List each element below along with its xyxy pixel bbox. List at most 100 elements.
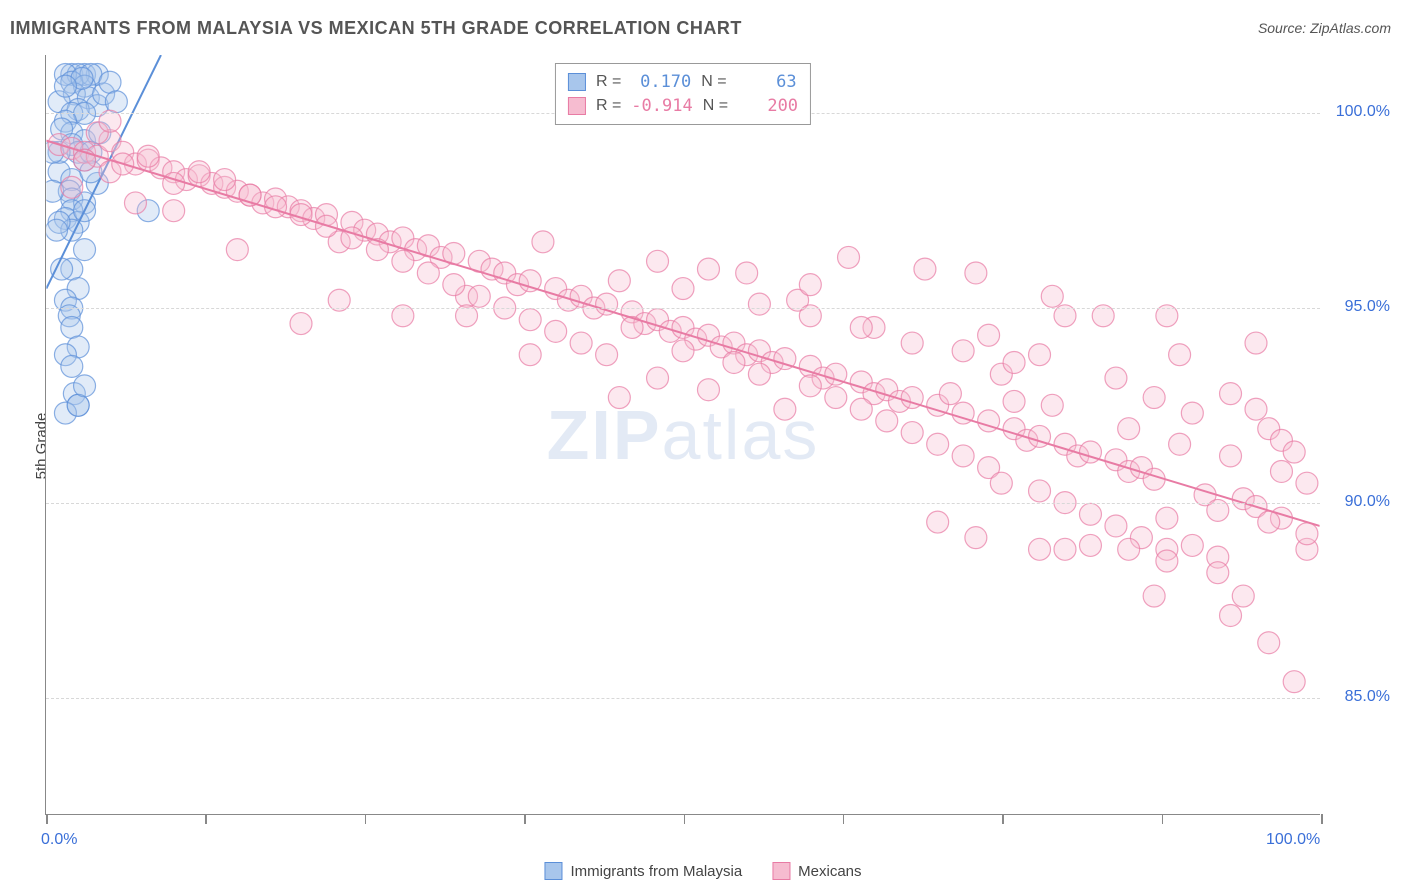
data-point: [697, 258, 719, 280]
data-point: [1105, 367, 1127, 389]
gridline: [46, 698, 1320, 699]
data-point: [596, 344, 618, 366]
y-tick-label: 90.0%: [1345, 493, 1390, 511]
data-point: [1258, 632, 1280, 654]
chart-title: IMMIGRANTS FROM MALAYSIA VS MEXICAN 5TH …: [10, 18, 742, 39]
data-point: [952, 340, 974, 362]
data-point: [1181, 534, 1203, 556]
data-point: [1003, 390, 1025, 412]
data-point: [1143, 585, 1165, 607]
data-point: [774, 398, 796, 420]
data-point: [697, 379, 719, 401]
x-tick-mark: [843, 814, 845, 824]
data-point: [54, 75, 76, 97]
source-label: Source: ZipAtlas.com: [1258, 20, 1391, 36]
data-point: [748, 363, 770, 385]
data-point: [226, 239, 248, 261]
data-point: [850, 316, 872, 338]
data-point: [392, 250, 414, 272]
data-point: [443, 274, 465, 296]
data-point: [1283, 671, 1305, 693]
legend-item-mexicans: Mexicans: [772, 862, 861, 880]
swatch-mexicans-bottom: [772, 862, 790, 880]
data-point: [1283, 441, 1305, 463]
data-point: [1232, 585, 1254, 607]
data-point: [1156, 550, 1178, 572]
data-point: [1220, 605, 1242, 627]
data-point: [1296, 472, 1318, 494]
data-point: [723, 352, 745, 374]
x-tick-mark: [1321, 814, 1323, 824]
n-value-mexicans: 200: [738, 96, 798, 116]
y-tick-label: 85.0%: [1345, 688, 1390, 706]
data-point: [1029, 538, 1051, 560]
x-tick-mark: [205, 814, 207, 824]
data-point: [647, 250, 669, 272]
data-point: [850, 398, 872, 420]
swatch-mexicans: [568, 97, 586, 115]
data-point: [366, 239, 388, 261]
data-point: [124, 192, 146, 214]
data-point: [965, 527, 987, 549]
data-point: [1105, 515, 1127, 537]
n-label: N =: [701, 73, 726, 91]
data-point: [51, 258, 73, 280]
data-point: [927, 511, 949, 533]
data-point: [1029, 480, 1051, 502]
x-tick-mark: [684, 814, 686, 824]
data-point: [1041, 285, 1063, 307]
data-point: [952, 445, 974, 467]
r-label: R =: [596, 97, 621, 115]
data-point: [672, 278, 694, 300]
data-point: [799, 375, 821, 397]
data-point: [1143, 387, 1165, 409]
data-point: [74, 239, 96, 261]
data-point: [1270, 460, 1292, 482]
x-tick-mark: [365, 814, 367, 824]
data-point: [519, 344, 541, 366]
trend-line: [46, 141, 1319, 526]
data-point: [901, 332, 923, 354]
gridline: [46, 308, 1320, 309]
data-point: [1029, 344, 1051, 366]
swatch-malaysia-bottom: [544, 862, 562, 880]
data-point: [1118, 538, 1140, 560]
data-point: [838, 246, 860, 268]
data-point: [74, 375, 96, 397]
data-point: [1003, 352, 1025, 374]
data-point: [1169, 433, 1191, 455]
data-point: [965, 262, 987, 284]
legend-bottom: Immigrants from Malaysia Mexicans: [544, 862, 861, 880]
data-point: [1054, 538, 1076, 560]
data-point: [570, 332, 592, 354]
data-point: [608, 270, 630, 292]
data-point: [608, 387, 630, 409]
legend-label-mexicans: Mexicans: [798, 863, 861, 880]
plot-area: ZIPatlas R = 0.170 N = 63 R = -0.914 N =…: [45, 55, 1320, 815]
data-point: [748, 293, 770, 315]
data-point: [468, 285, 490, 307]
data-point: [1181, 402, 1203, 424]
data-point: [1079, 503, 1101, 525]
r-value-mexicans: -0.914: [631, 96, 692, 116]
legend-item-malaysia: Immigrants from Malaysia: [544, 862, 742, 880]
data-point: [519, 309, 541, 331]
x-tick-mark: [1002, 814, 1004, 824]
data-point: [1245, 332, 1267, 354]
n-value-malaysia: 63: [737, 72, 797, 92]
data-point: [1169, 344, 1191, 366]
data-point: [914, 258, 936, 280]
data-point: [1041, 394, 1063, 416]
data-point: [532, 231, 554, 253]
data-point: [290, 313, 312, 335]
gridline: [46, 503, 1320, 504]
r-value-malaysia: 0.170: [631, 72, 691, 92]
chart-container: IMMIGRANTS FROM MALAYSIA VS MEXICAN 5TH …: [0, 0, 1406, 892]
n-label: N =: [703, 97, 728, 115]
data-point: [1220, 383, 1242, 405]
data-point: [1296, 523, 1318, 545]
legend-label-malaysia: Immigrants from Malaysia: [570, 863, 742, 880]
data-point: [214, 169, 236, 191]
data-point: [672, 340, 694, 362]
data-point: [647, 367, 669, 389]
